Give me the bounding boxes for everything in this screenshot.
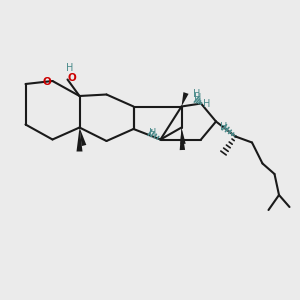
Text: H: H — [194, 93, 201, 103]
Polygon shape — [180, 128, 186, 144]
Text: H: H — [66, 63, 74, 73]
Text: H: H — [203, 99, 210, 110]
Text: O: O — [68, 73, 76, 83]
Polygon shape — [182, 92, 189, 106]
Text: O: O — [42, 76, 51, 87]
Text: H: H — [149, 128, 157, 138]
Polygon shape — [76, 128, 82, 152]
Polygon shape — [80, 128, 86, 146]
Text: H: H — [220, 122, 227, 132]
Text: H: H — [193, 88, 200, 99]
Polygon shape — [180, 128, 185, 150]
